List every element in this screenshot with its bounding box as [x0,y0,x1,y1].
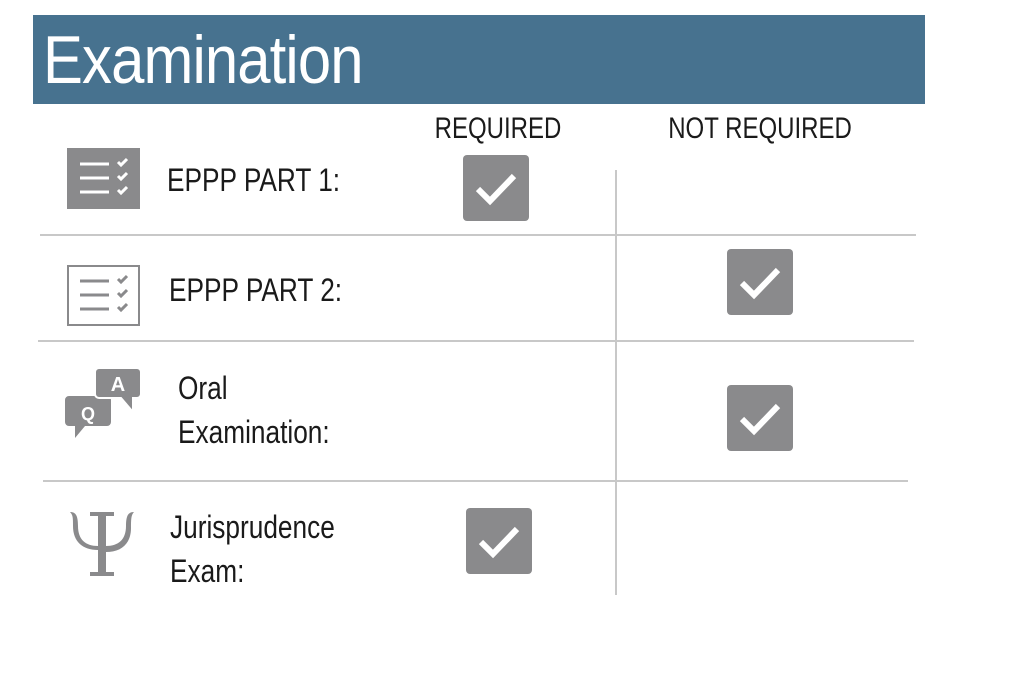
column-divider [615,170,617,595]
column-header-required: REQUIRED [434,112,562,145]
row-label: EPPP PART 1: [167,162,341,198]
required-checkbox [466,508,532,574]
svg-text:A: A [111,374,125,396]
row-label: Jurisprudence [170,509,335,545]
check-icon [478,526,520,559]
column-header-not-required: NOT REQUIRED [668,112,852,145]
qa-speech-bubbles-icon: A Q [65,367,143,449]
page-title: Examination [43,22,363,98]
row-divider [43,480,908,482]
checklist-outline-icon [67,265,140,331]
svg-text:Q: Q [81,404,95,424]
header-banner: Examination [33,15,925,104]
check-icon [739,267,781,300]
row-label: Examination: [178,414,330,450]
not-required-checkbox [727,249,793,315]
row-divider [40,234,916,236]
not-required-checkbox [727,385,793,451]
checklist-filled-icon [67,148,140,214]
check-icon [739,403,781,436]
row-label: Exam: [170,553,245,589]
psi-icon [66,508,138,581]
row-label: EPPP PART 2: [169,272,343,308]
row-label: Oral [178,370,228,406]
required-checkbox [463,155,529,221]
row-divider [38,340,914,342]
check-icon [475,173,517,206]
